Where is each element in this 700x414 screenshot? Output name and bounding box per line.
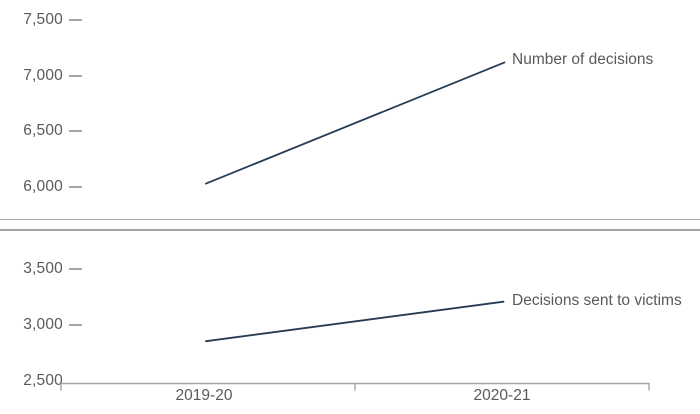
y-axis-tick-label: 6,500 <box>23 122 63 139</box>
y-axis-tick-7000: 7,000 <box>3 67 82 85</box>
y-axis-tick-3000: 3,000 <box>3 316 82 334</box>
y-axis-tick-label: 6,000 <box>23 178 63 195</box>
y-axis-tick-6000: 6,000 <box>3 178 82 196</box>
y-axis-tick-label: 2,500 <box>23 372 63 389</box>
y-axis-tick-7500: 7,500 <box>3 11 82 29</box>
y-axis-tick-label: 7,500 <box>23 11 63 28</box>
panel-divider-bottom <box>0 229 700 231</box>
y-axis-tick-mark <box>69 268 82 270</box>
y-axis-tick-label: 3,500 <box>23 260 63 277</box>
x-axis-label-2019-20: 2019-20 <box>175 387 233 404</box>
y-axis-tick-2500: 2,500 <box>3 372 63 390</box>
series-label-number-of-decisions: Number of decisions <box>512 51 654 68</box>
y-axis-tick-3500: 3,500 <box>3 260 82 278</box>
y-axis-tick-label: 3,000 <box>23 316 63 333</box>
series-line-number-of-decisions <box>205 61 506 185</box>
y-axis-tick-6500: 6,500 <box>3 122 82 140</box>
y-axis-tick-mark <box>69 75 82 77</box>
y-axis-tick-label: 7,000 <box>23 67 63 84</box>
x-axis-line <box>60 382 650 391</box>
series-line-decisions-sent-to-victims <box>205 300 505 343</box>
panel-divider-top <box>0 218 700 220</box>
y-axis-tick-mark <box>69 130 82 132</box>
y-axis-tick-mark <box>69 19 82 21</box>
y-axis-tick-mark <box>69 324 82 326</box>
x-axis-label-2020-21: 2020-21 <box>473 387 531 404</box>
series-label-decisions-sent-to-victims: Decisions sent to victims <box>512 292 682 309</box>
y-axis-tick-mark <box>69 186 82 188</box>
